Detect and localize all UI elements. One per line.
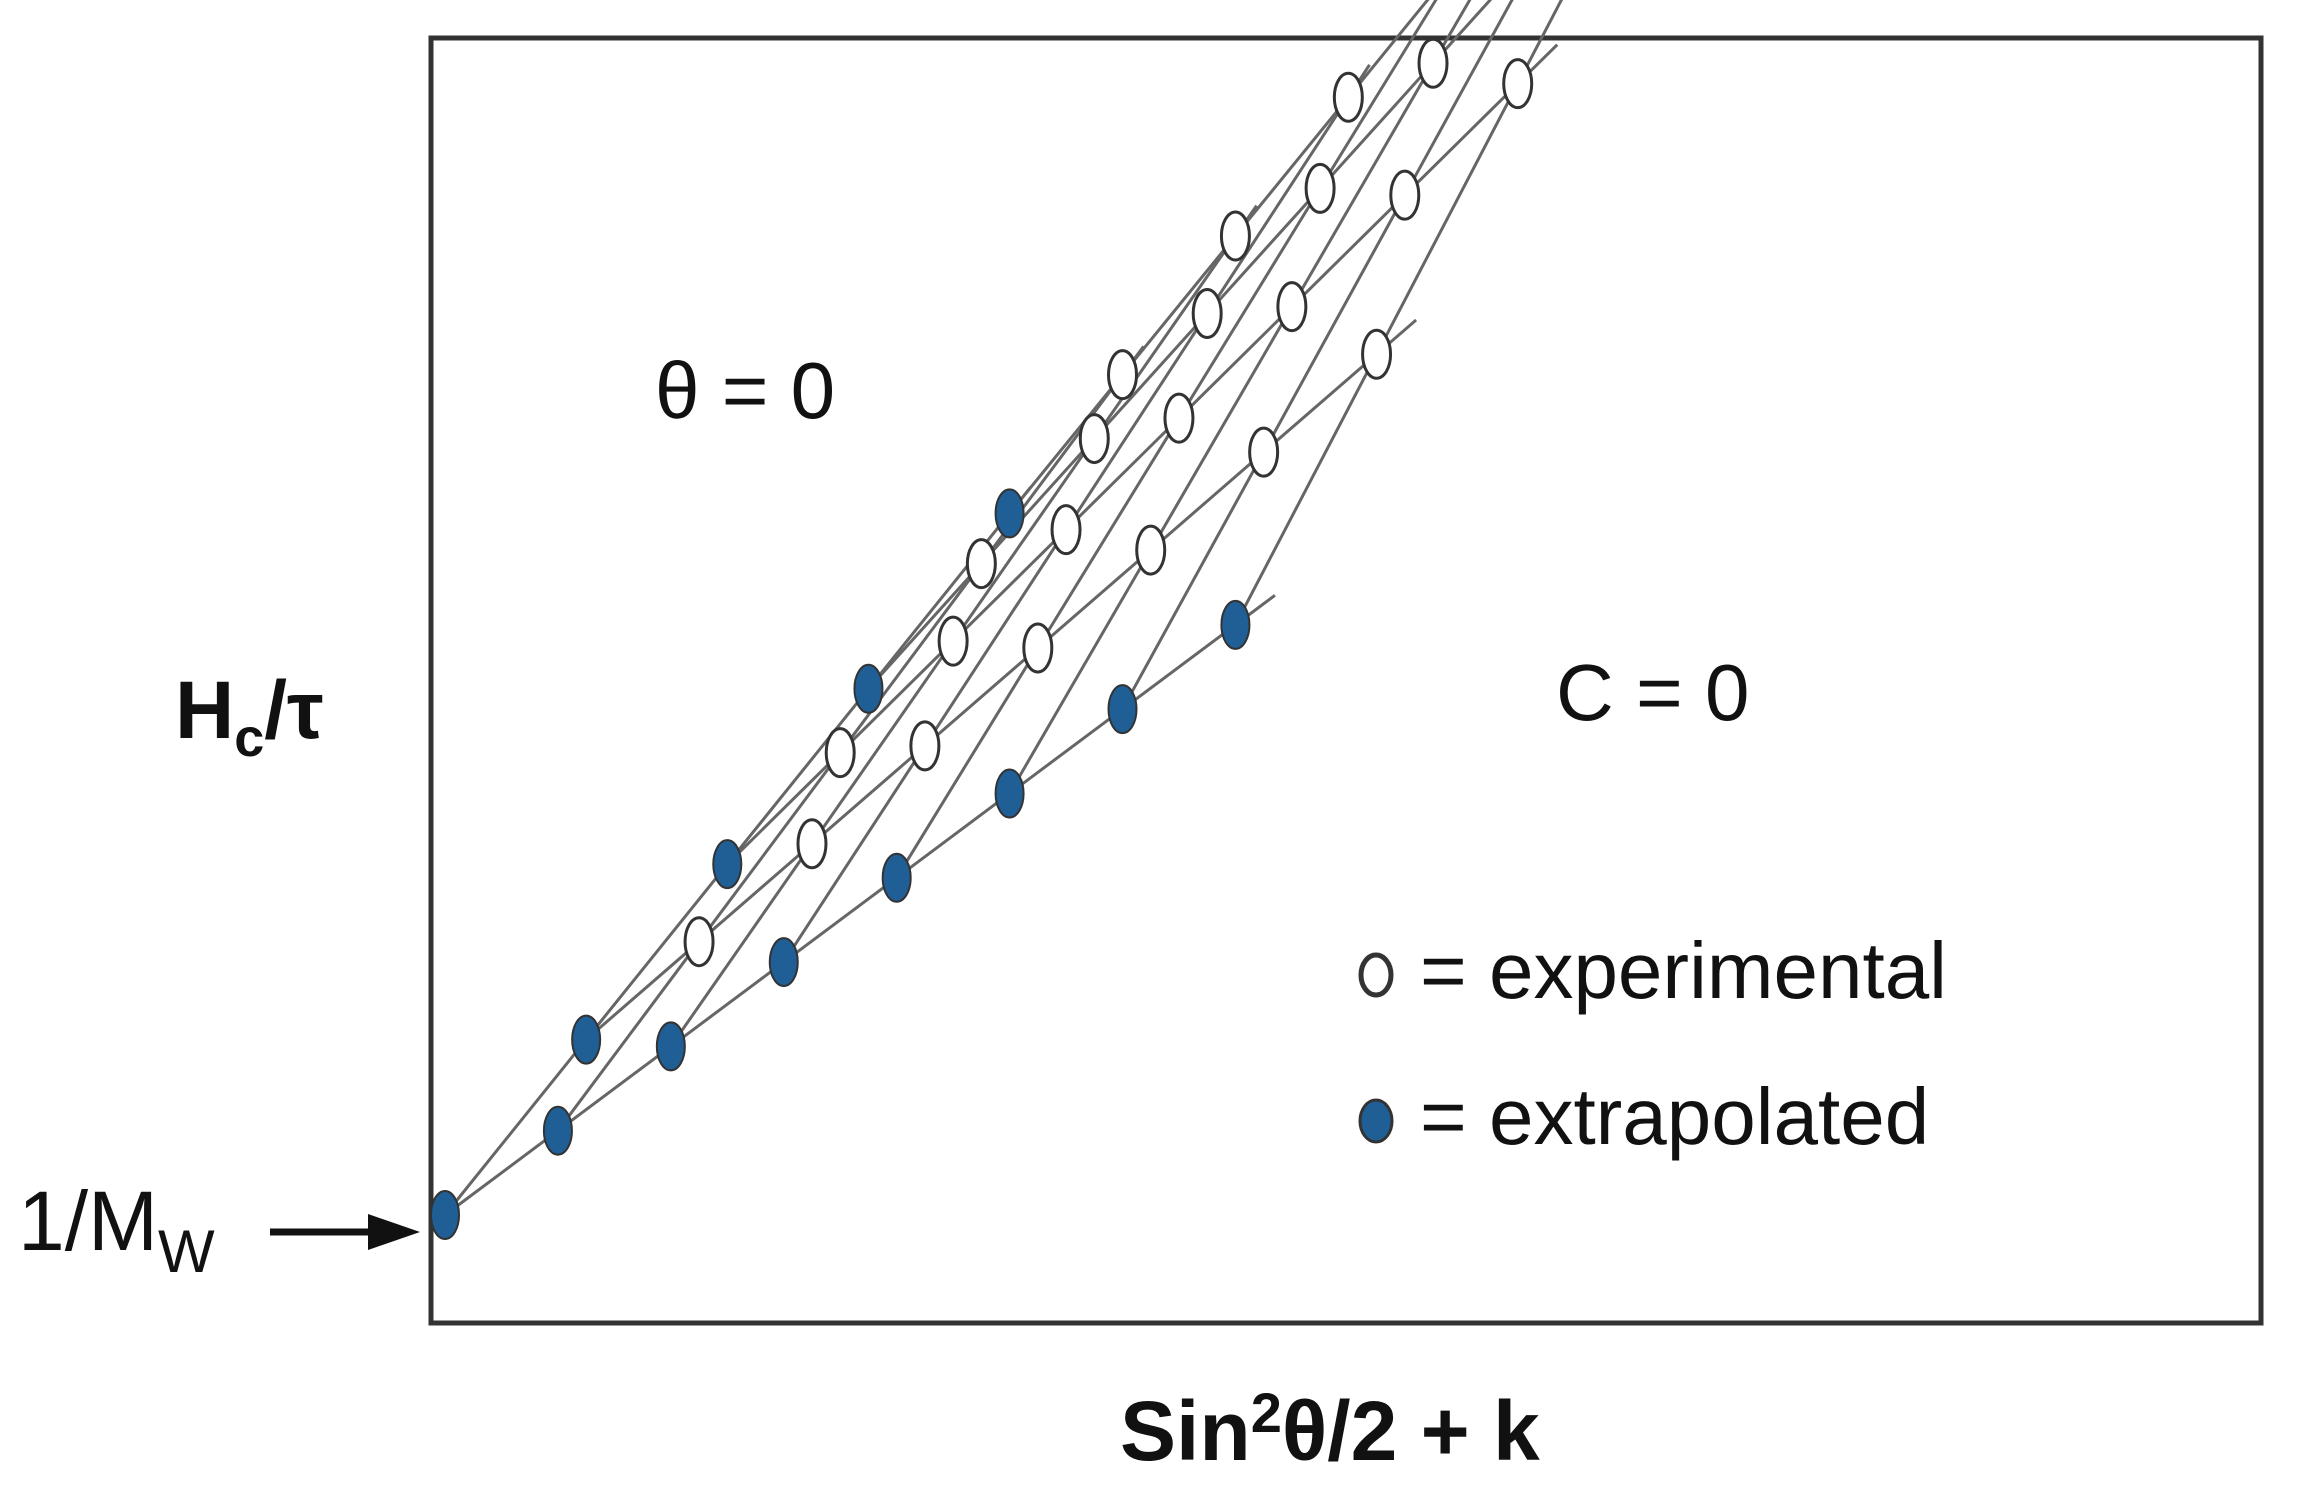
extrapolated-point — [1220, 599, 1251, 650]
extrapolated-point — [655, 1021, 686, 1072]
plot-frame — [428, 35, 2264, 1326]
extrapolated-point — [853, 663, 884, 714]
experimental-point — [909, 720, 941, 772]
extrapolated-point — [994, 768, 1025, 819]
constant-concentration-line — [1008, 0, 1430, 515]
experimental-point — [965, 538, 997, 590]
experimental-point — [796, 818, 828, 870]
experimental-point — [683, 916, 715, 968]
experimental-point — [1248, 426, 1280, 478]
experimental-point — [1191, 287, 1223, 339]
intercept-label: 1/MW — [18, 1174, 215, 1285]
constant-angle-line — [1121, 0, 1514, 710]
experimental-point — [1219, 210, 1251, 262]
grid-lines — [443, 0, 1564, 1217]
experimental-point — [1417, 37, 1449, 89]
experimental-point — [1389, 169, 1421, 221]
experimental-point — [1050, 504, 1082, 556]
data-points — [430, 37, 1534, 1240]
experimental-point — [937, 615, 969, 667]
experimental-point — [1163, 392, 1195, 444]
y-axis-label: Hc/τ — [175, 665, 324, 768]
legend-experimental-marker — [1358, 952, 1394, 998]
extrapolated-point — [1107, 684, 1138, 735]
intercept-arrow — [270, 1214, 420, 1250]
experimental-point — [1332, 71, 1364, 123]
extrapolated-point — [571, 1014, 602, 1065]
experimental-point — [1502, 58, 1534, 110]
legend-extrapolated-marker — [1358, 1098, 1394, 1144]
experimental-point — [1135, 524, 1167, 576]
experimental-point — [1022, 622, 1054, 674]
extrapolated-point — [542, 1105, 573, 1156]
extrapolated-point — [712, 839, 743, 890]
constant-angle-line — [1008, 0, 1472, 795]
legend: = experimental = extrapolated — [1358, 926, 1947, 1161]
c-zero-label: C = 0 — [1556, 648, 1749, 737]
experimental-point — [1107, 349, 1138, 401]
experimental-point — [1304, 162, 1336, 214]
x-axis-label: Sin2θ/2 + k — [1120, 1381, 1540, 1478]
extrapolated-point — [430, 1190, 460, 1240]
experimental-point — [1361, 328, 1393, 380]
legend-experimental-label: = experimental — [1420, 926, 1947, 1015]
legend-extrapolated-label: = extrapolated — [1420, 1072, 1929, 1161]
extrapolated-point — [994, 488, 1025, 539]
constant-angle-line — [895, 0, 1438, 879]
experimental-point — [824, 727, 856, 779]
extrapolated-point — [881, 852, 912, 903]
constant-angle-line — [1234, 0, 1564, 626]
extrapolated-point — [768, 937, 799, 988]
experimental-point — [1078, 413, 1110, 465]
theta-zero-label: θ = 0 — [655, 346, 835, 435]
experimental-point — [1276, 281, 1308, 333]
